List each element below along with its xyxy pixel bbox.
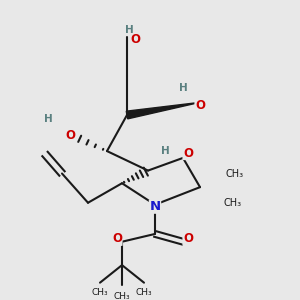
Text: CH₃: CH₃	[223, 198, 241, 208]
Text: O: O	[183, 232, 193, 245]
Text: CH₃: CH₃	[226, 169, 244, 178]
Text: H: H	[124, 25, 134, 35]
Text: O: O	[183, 146, 193, 160]
Text: H: H	[44, 114, 52, 124]
Text: O: O	[130, 34, 140, 46]
Text: O: O	[195, 99, 205, 112]
Text: CH₃: CH₃	[114, 292, 130, 300]
Polygon shape	[126, 102, 200, 119]
Text: CH₃: CH₃	[92, 288, 108, 297]
Text: H: H	[178, 83, 188, 93]
Text: O: O	[65, 129, 75, 142]
Text: N: N	[149, 200, 161, 213]
Text: H: H	[160, 146, 169, 156]
Text: O: O	[112, 232, 122, 245]
Text: CH₃: CH₃	[136, 288, 152, 297]
